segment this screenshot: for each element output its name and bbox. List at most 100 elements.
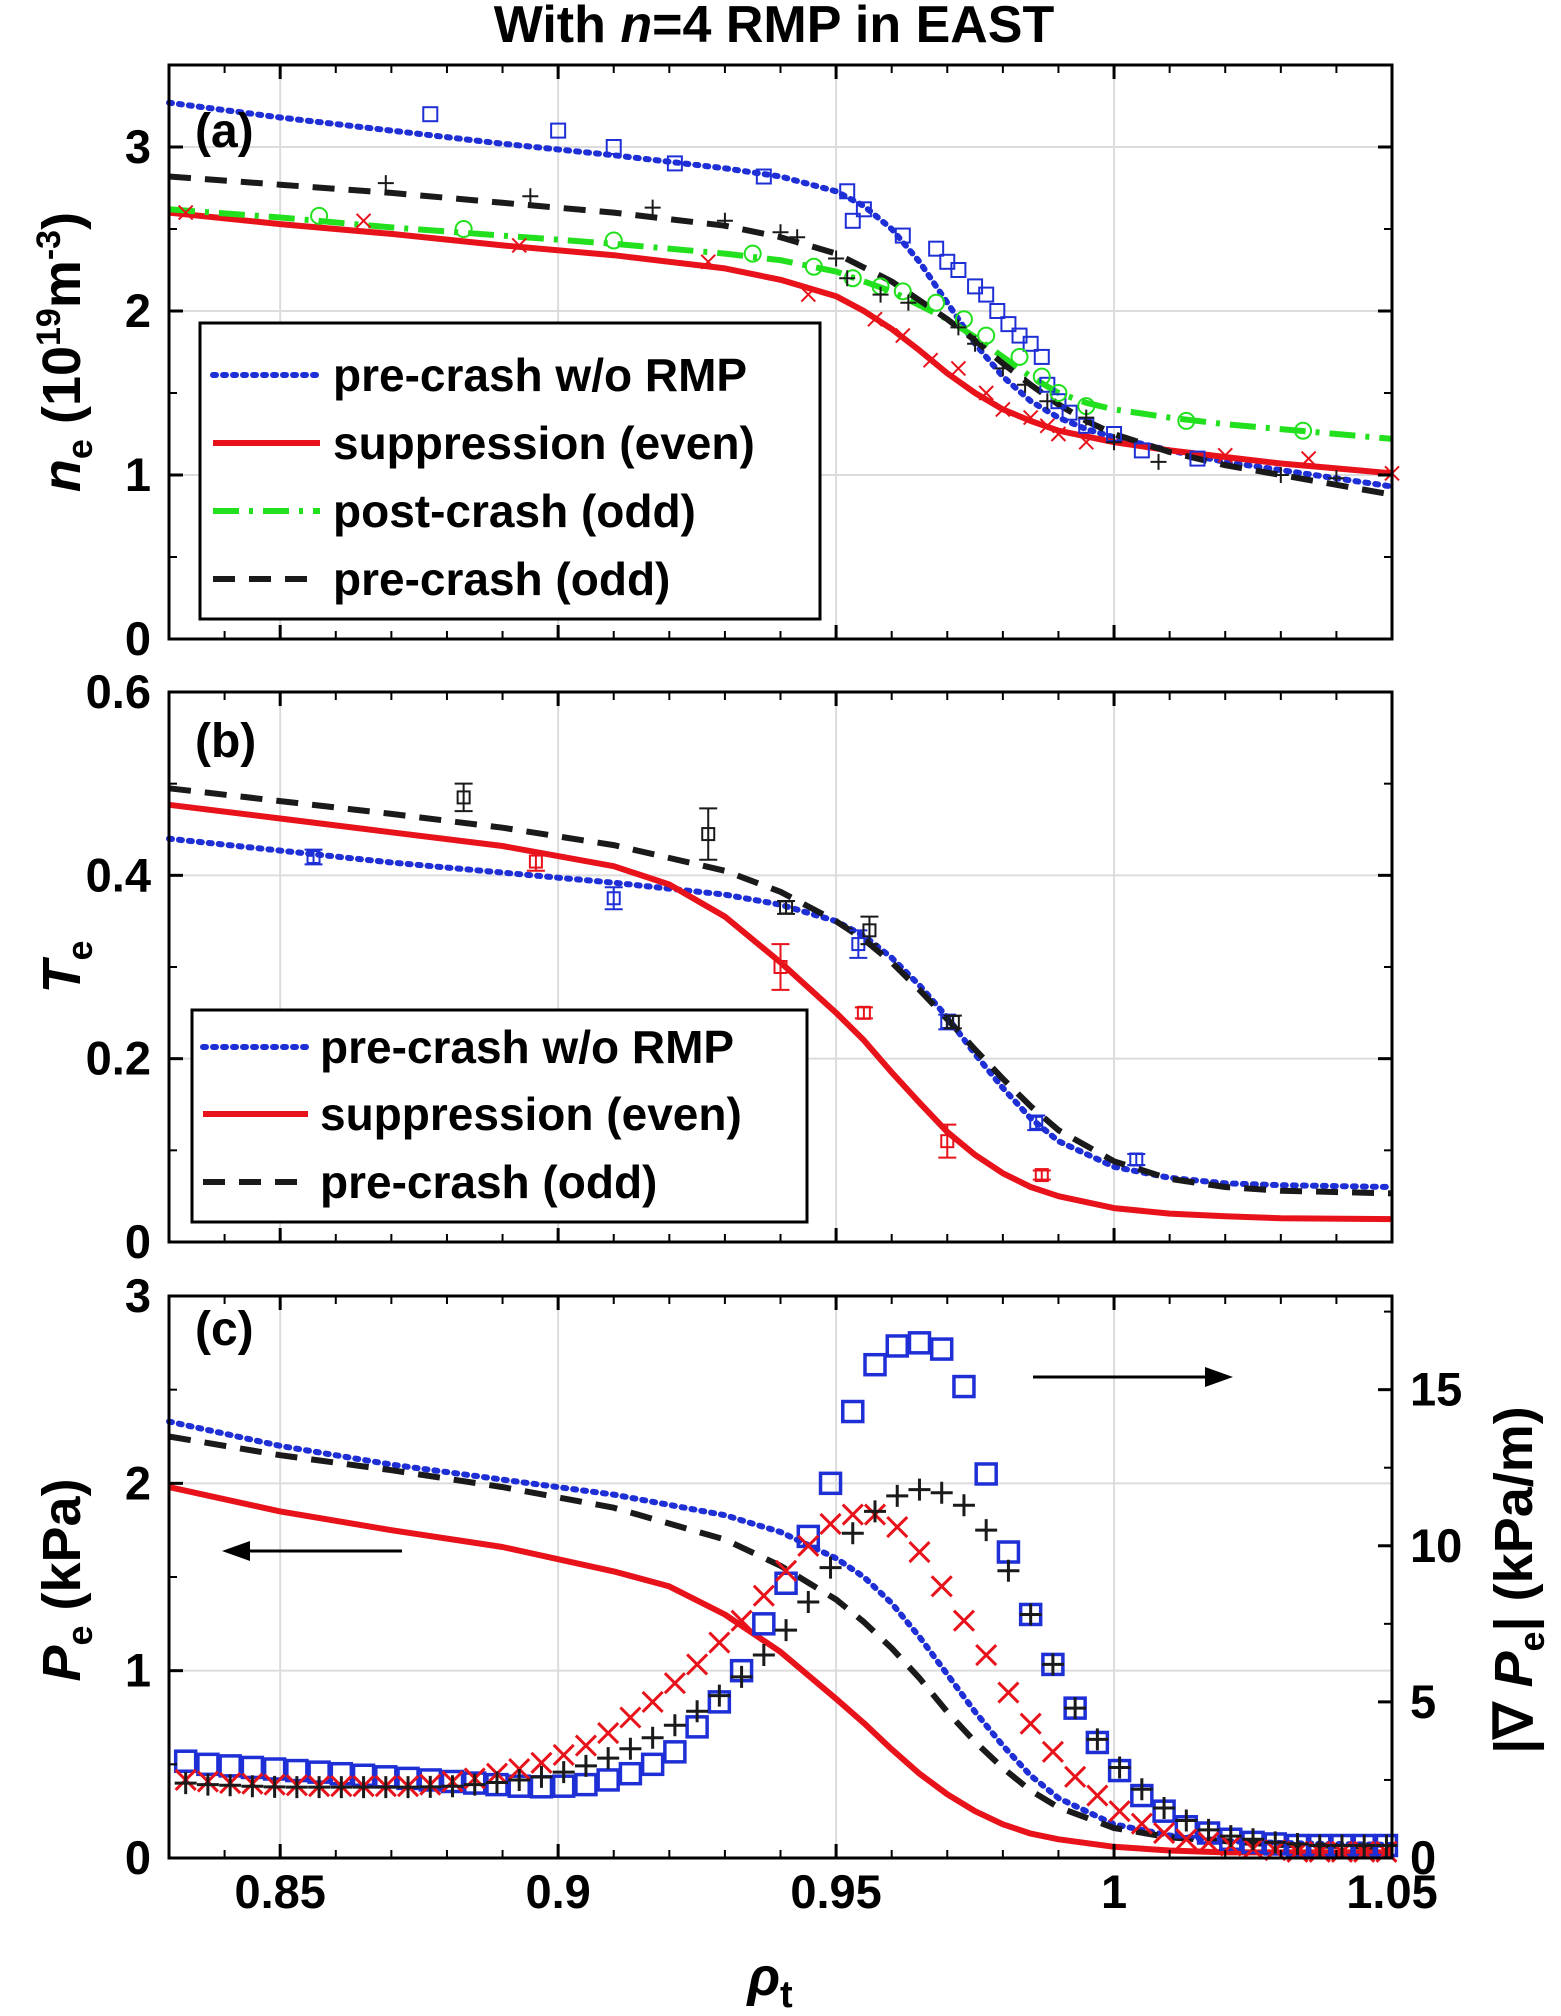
marker-plus-black bbox=[864, 1500, 887, 1523]
marker-plus-black bbox=[377, 175, 394, 192]
marker-plus-black bbox=[1264, 1831, 1287, 1854]
panel-a-density: 0 1 2 3 (a) ne (1019m-3) pre-crash w/o RMP … bbox=[30, 63, 1400, 665]
marker-plus-black bbox=[900, 294, 917, 311]
marker-x-red bbox=[867, 311, 883, 327]
errorbar-marker-black bbox=[945, 1015, 960, 1029]
panel-c-markers bbox=[173, 1331, 1399, 1863]
marker-plus-black bbox=[930, 1481, 953, 1504]
y-tick-label: 0.6 bbox=[86, 665, 151, 718]
marker-x-red bbox=[1217, 447, 1233, 464]
panel-b-ytick-labels: 0 0.2 0.4 0.6 bbox=[86, 665, 151, 1268]
marker-circle-green bbox=[977, 326, 996, 345]
errorbar-black bbox=[454, 782, 473, 813]
marker-x-red bbox=[841, 1503, 864, 1526]
marker-x-red bbox=[1022, 409, 1039, 426]
x-tick-label: 0.85 bbox=[234, 1865, 325, 1918]
marker-plus-black bbox=[1130, 1778, 1153, 1801]
marker-x-red bbox=[1175, 1828, 1198, 1851]
marker-square-blue bbox=[173, 1749, 198, 1773]
marker-plus-black bbox=[686, 1700, 709, 1723]
marker-square-blue bbox=[663, 1740, 687, 1764]
marker-plus-black bbox=[1328, 470, 1345, 487]
marker-circle-green bbox=[927, 293, 946, 312]
marker-x-red bbox=[952, 1609, 976, 1632]
marker-x-red bbox=[1130, 1812, 1153, 1835]
errorbar-blue bbox=[604, 886, 623, 911]
marker-x-red bbox=[1064, 1765, 1087, 1788]
marker-x-red bbox=[663, 1672, 686, 1695]
panel-a-tag: (a) bbox=[195, 105, 254, 158]
marker-plus-black bbox=[1175, 1809, 1198, 1832]
marker-circle-green bbox=[1032, 367, 1051, 386]
marker-circle-green bbox=[1010, 347, 1029, 366]
y2-tick-label: 15 bbox=[1410, 1363, 1462, 1416]
marker-square-blue bbox=[855, 201, 872, 218]
marker-square-blue bbox=[422, 106, 439, 123]
errorbar-marker-red bbox=[528, 854, 543, 869]
panel-c-grid bbox=[169, 1296, 1392, 1858]
marker-plus-black bbox=[789, 229, 806, 246]
panel-c-y2label: |∇ Pe| (kPa/m) bbox=[1484, 1406, 1552, 1754]
panel-c-ticks bbox=[169, 1294, 1394, 1860]
marker-plus-black bbox=[1219, 1825, 1242, 1848]
marker-x-red bbox=[908, 1540, 931, 1564]
marker-plus-black bbox=[597, 1747, 620, 1770]
legend-label-a-2: post-crash (odd) bbox=[333, 485, 696, 537]
marker-plus-black bbox=[263, 1775, 286, 1798]
x-tick-label: 1.05 bbox=[1346, 1865, 1437, 1918]
y-tick-label: 3 bbox=[125, 1269, 151, 1322]
panel-b-ylabel: Te bbox=[32, 940, 100, 993]
marker-x-red bbox=[730, 1609, 753, 1632]
marker-x-red bbox=[950, 360, 967, 377]
marker-plus-black bbox=[997, 1559, 1020, 1582]
panel-c-xlabel: ρt bbox=[745, 1947, 793, 2016]
marker-square-blue bbox=[666, 155, 683, 172]
marker-x-red bbox=[1050, 426, 1067, 442]
marker-plus-black bbox=[772, 224, 789, 241]
marker-square-blue bbox=[618, 1761, 643, 1786]
marker-x-red bbox=[597, 1722, 620, 1745]
marker-square-blue bbox=[1022, 335, 1039, 352]
marker-plus-black bbox=[950, 319, 967, 336]
errorbar-red bbox=[771, 943, 790, 991]
panel-c-y2tick-labels: 0 5 10 15 bbox=[1410, 1363, 1462, 1884]
marker-plus-black bbox=[1017, 376, 1034, 393]
marker-square-blue bbox=[1133, 442, 1150, 459]
errorbar-blue bbox=[1027, 1114, 1046, 1132]
marker-x-red bbox=[686, 1653, 709, 1676]
panel-a-ticks bbox=[169, 65, 1394, 641]
marker-x-red bbox=[1039, 418, 1056, 434]
y-tick-label: 0.4 bbox=[86, 848, 151, 901]
panel-c-tag: (c) bbox=[195, 1303, 254, 1356]
marker-plus-black bbox=[1078, 409, 1095, 426]
right-arrow-head-icon bbox=[1205, 1367, 1233, 1387]
marker-x-red bbox=[886, 1515, 909, 1539]
marker-plus-black bbox=[1041, 1653, 1064, 1676]
y-tick-label: 0 bbox=[125, 1831, 151, 1884]
marker-x-red bbox=[511, 237, 527, 254]
panel-b-ticks bbox=[169, 690, 1394, 1244]
right-axis-arrow bbox=[1033, 1367, 1233, 1387]
marker-plus-black bbox=[708, 1684, 731, 1707]
marker-plus-black bbox=[1019, 1603, 1042, 1626]
marker-plus-black bbox=[397, 1776, 420, 1799]
marker-square-blue bbox=[196, 1752, 220, 1777]
marker-plus-black bbox=[1106, 434, 1123, 451]
panel-a-ytick-labels: 0 1 2 3 bbox=[125, 120, 151, 665]
errorbar-blue bbox=[304, 848, 323, 866]
panel-c-xtick-labels: 0.85 0.9 0.95 1 1.05 bbox=[234, 1865, 1437, 1918]
marker-square-blue bbox=[774, 1571, 798, 1595]
marker-circle-green bbox=[1177, 411, 1196, 430]
marker-plus-black bbox=[975, 1519, 998, 1542]
legend-label-b-0: pre-crash w/o RMP bbox=[320, 1021, 734, 1073]
errorbar-marker-black bbox=[701, 827, 716, 842]
marker-plus-black bbox=[1039, 393, 1056, 410]
marker-square-blue bbox=[1061, 404, 1078, 421]
marker-plus-black bbox=[574, 1754, 597, 1777]
marker-plus-black bbox=[463, 1773, 486, 1796]
marker-circle-green bbox=[743, 244, 762, 263]
marker-plus-black bbox=[441, 1775, 464, 1798]
marker-plus-black bbox=[241, 1775, 264, 1798]
marker-plus-black bbox=[797, 1590, 820, 1613]
marker-square-blue bbox=[844, 212, 861, 229]
